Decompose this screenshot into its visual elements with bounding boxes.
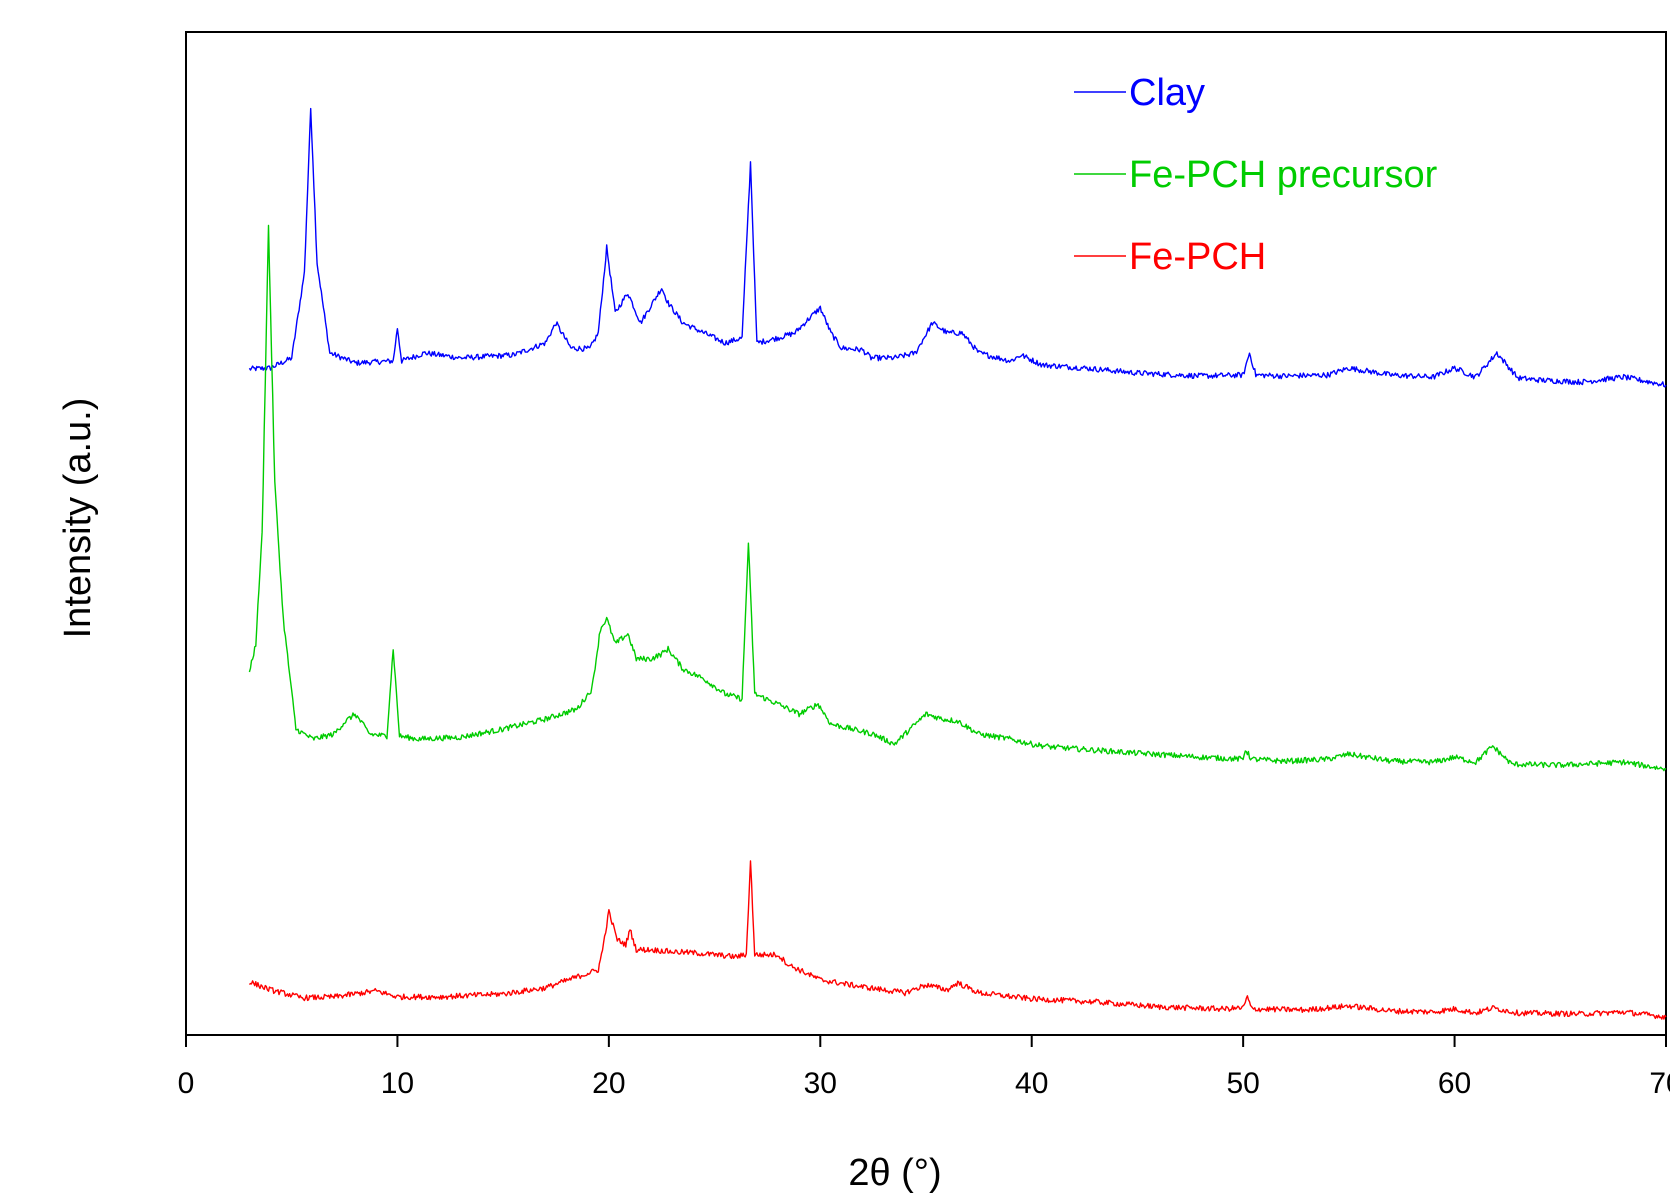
legend: Clay Fe-PCH precursor Fe-PCH (1074, 72, 1438, 278)
x-tick-label: 40 (1015, 1067, 1048, 1100)
x-tick-label: 10 (381, 1067, 414, 1100)
plot-frame (185, 31, 1667, 1036)
x-tick-label: 30 (804, 1067, 837, 1100)
series-line-clay (248, 107, 1667, 388)
legend-label: Fe-PCH (1129, 236, 1266, 278)
series-layer (248, 107, 1667, 1020)
legend-label: Clay (1129, 72, 1205, 114)
y-axis-title: Intensity (a.u.) (57, 398, 99, 639)
series-line-fe-pch (248, 860, 1667, 1020)
x-tick-label: 20 (592, 1067, 625, 1100)
x-axis-title: 2θ (°) (848, 1152, 941, 1194)
x-tick-label: 50 (1226, 1067, 1259, 1100)
series-line-fe-pch-precursor (248, 224, 1667, 772)
legend-label: Fe-PCH precursor (1129, 154, 1438, 196)
x-axis: 0 10 20 30 40 50 60 70 (178, 1035, 1670, 1100)
x-tick-label: 60 (1438, 1067, 1471, 1100)
x-tick-label: 0 (178, 1067, 195, 1100)
x-tick-label: 70 (1649, 1067, 1670, 1100)
